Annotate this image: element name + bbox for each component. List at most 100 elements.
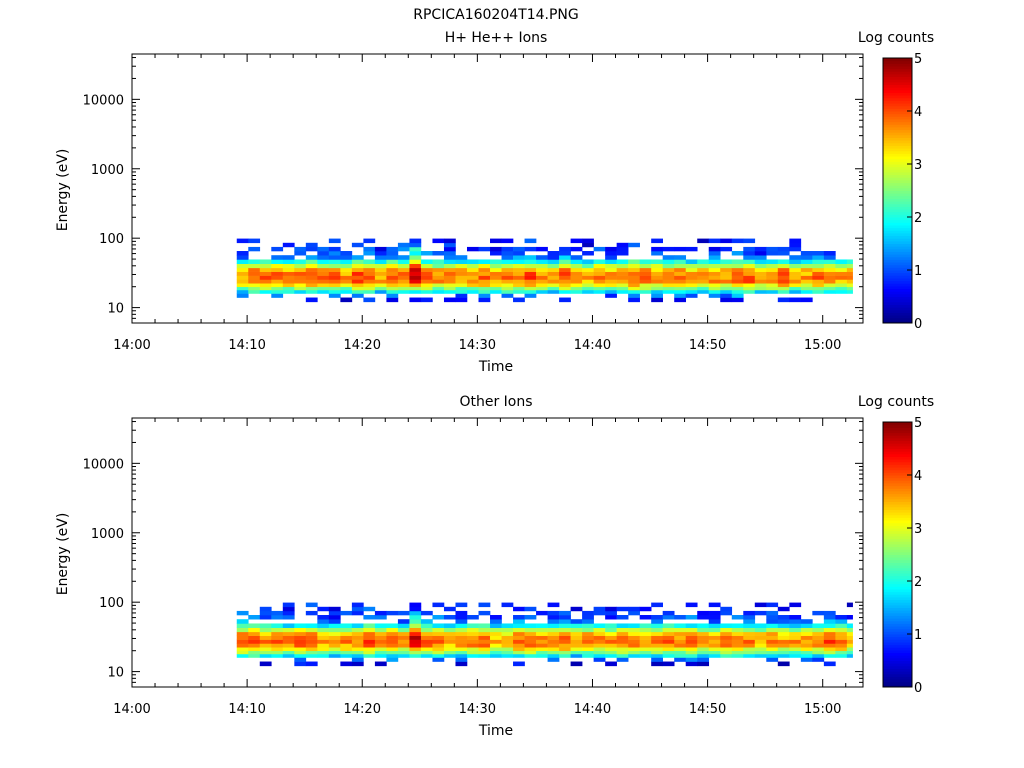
heatmap-cell	[835, 259, 848, 264]
heatmap-cell	[443, 635, 456, 640]
heatmap-cell	[513, 661, 525, 667]
heatmap-cell	[835, 279, 848, 284]
heatmap-cell	[835, 639, 848, 644]
colorbar-label: Log counts	[858, 394, 934, 410]
heatmap-cell	[363, 639, 376, 644]
heatmap-cell	[294, 643, 307, 648]
heatmap-cell	[628, 627, 640, 633]
heatmap-cell	[835, 650, 848, 655]
heatmap-cell	[513, 267, 525, 272]
colorbar-tick-label: 4	[914, 105, 922, 120]
heatmap-cell	[674, 255, 687, 260]
colorbar-segment	[883, 570, 912, 574]
colorbar-segment	[883, 153, 912, 157]
heatmap-cell	[593, 657, 606, 662]
heatmap-cell	[466, 647, 479, 652]
heatmap-cell	[800, 643, 813, 648]
heatmap-cell	[639, 623, 652, 628]
colorbar-segment	[883, 230, 912, 234]
heatmap-cell	[236, 263, 249, 269]
heatmap-cell	[409, 255, 422, 260]
heatmap-cell	[490, 647, 502, 652]
heatmap-cell	[317, 267, 330, 272]
heatmap-cell	[466, 246, 479, 252]
heatmap-cell	[789, 267, 802, 272]
colorbar-segment	[883, 660, 912, 664]
heatmap-cell	[616, 286, 629, 291]
heatmap-cell	[789, 259, 802, 264]
colorbar-segment	[883, 275, 912, 279]
heatmap-cell	[351, 606, 364, 612]
colorbar-segment	[883, 209, 912, 213]
heatmap-cell	[478, 602, 491, 608]
heatmap-cell	[559, 635, 571, 640]
heatmap-cell	[374, 639, 387, 644]
heatmap-cell	[420, 639, 433, 644]
heatmap-cell	[455, 293, 468, 298]
heatmap-cell	[743, 275, 756, 280]
colorbar-segment	[883, 557, 912, 561]
heatmap-cell	[536, 275, 548, 280]
heatmap-cell	[397, 286, 410, 291]
heatmap-cell	[524, 293, 537, 298]
heatmap-cell	[559, 246, 571, 252]
heatmap-cell	[800, 275, 813, 280]
heatmap-cell	[593, 283, 606, 288]
heatmap-cell	[490, 615, 502, 620]
colorbar-segment	[883, 312, 912, 316]
heatmap-cell	[294, 627, 307, 633]
heatmap-cell	[720, 279, 733, 284]
heatmap-cell	[409, 251, 422, 256]
heatmap-cell	[236, 293, 249, 298]
heatmap-cell	[766, 263, 779, 269]
heatmap-cell	[432, 283, 445, 288]
heatmap-cell	[259, 635, 272, 640]
heatmap-cell	[605, 615, 617, 620]
heatmap-cell	[812, 267, 825, 272]
heatmap-cell	[616, 653, 629, 658]
heatmap-cell	[685, 602, 698, 608]
heatmap-cell	[248, 271, 261, 276]
heatmap-cell	[294, 251, 307, 256]
heatmap-cell	[777, 271, 790, 276]
heatmap-cell	[685, 650, 698, 655]
heatmap-cell	[846, 289, 853, 294]
heatmap-cell	[731, 623, 744, 628]
heatmap-cell	[282, 289, 295, 294]
colorbar-segment	[883, 272, 912, 276]
colorbar-segment	[883, 288, 912, 292]
heatmap-cell	[674, 653, 687, 658]
heatmap-cell	[236, 647, 249, 652]
heatmap-cell	[731, 293, 744, 298]
heatmap-cell	[639, 650, 652, 655]
heatmap-cell	[812, 639, 825, 644]
heatmap-cell	[789, 650, 802, 655]
heatmap-cell	[823, 279, 836, 284]
heatmap-cell	[674, 627, 687, 633]
heatmap-cell	[397, 635, 410, 640]
heatmap-cell	[593, 647, 606, 652]
heatmap-cell	[754, 251, 767, 256]
heatmap-cell	[605, 246, 617, 252]
heatmap-cell	[823, 650, 836, 655]
colorbar-segment	[883, 238, 912, 242]
heatmap-cell	[777, 275, 790, 280]
heatmap-cell	[651, 635, 663, 640]
heatmap-cell	[662, 647, 675, 652]
heatmap-cell	[248, 267, 261, 272]
colorbar-segment	[883, 84, 912, 88]
heatmap-cell	[317, 653, 330, 658]
heatmap-cell	[340, 263, 353, 269]
heatmap-cell	[443, 251, 456, 256]
heatmap-cell	[766, 279, 779, 284]
heatmap-cell	[363, 267, 376, 272]
heatmap-cell	[708, 643, 721, 648]
heatmap-cell	[800, 619, 813, 624]
heatmap-cell	[570, 255, 583, 260]
heatmap-cell	[605, 606, 617, 612]
heatmap-cell	[351, 271, 364, 276]
heatmap-cell	[248, 647, 261, 652]
heatmap-cell	[697, 238, 710, 244]
heatmap-cell	[743, 259, 756, 264]
heatmap-cell	[374, 263, 387, 269]
